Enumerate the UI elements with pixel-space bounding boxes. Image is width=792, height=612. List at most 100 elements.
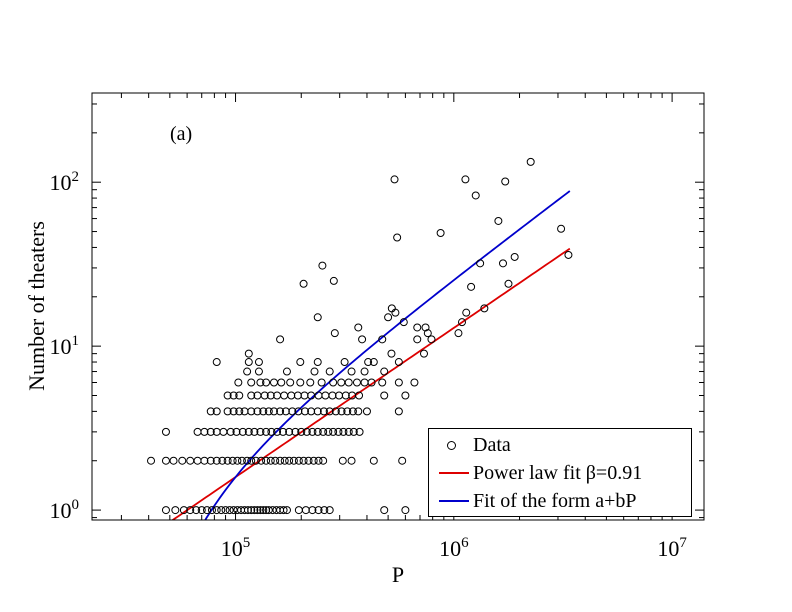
data-point <box>476 259 485 268</box>
data-point <box>193 427 202 436</box>
data-point <box>331 407 340 416</box>
data-point <box>504 279 513 288</box>
data-point <box>364 358 373 367</box>
data-point <box>378 378 387 387</box>
data-point <box>229 407 238 416</box>
data-point <box>178 456 187 465</box>
data-point <box>328 391 337 400</box>
data-point <box>276 456 285 465</box>
data-point <box>266 456 275 465</box>
data-point <box>394 378 403 387</box>
data-point <box>314 391 323 400</box>
data-point <box>360 367 369 376</box>
data-point <box>501 177 510 186</box>
data-point <box>279 427 288 436</box>
data-point <box>277 378 286 387</box>
ticks-layer: 105 106 107 100 101 102 <box>50 93 704 561</box>
data-point <box>317 378 326 387</box>
y-tick-label: 101 <box>50 333 80 359</box>
x-tick-label: 105 <box>221 535 251 561</box>
legend-label-data: Data <box>473 434 511 456</box>
data-point <box>147 456 156 465</box>
data-point <box>247 506 256 515</box>
data-point <box>454 329 463 338</box>
data-point <box>264 407 273 416</box>
x-axis-label: P <box>392 562 404 587</box>
data-point <box>186 456 195 465</box>
data-point <box>285 456 294 465</box>
data-point <box>235 407 244 416</box>
data-point <box>344 427 353 436</box>
data-point <box>461 175 470 184</box>
data-point <box>467 282 476 291</box>
data-point <box>325 506 334 515</box>
data-point <box>401 506 410 515</box>
data-point <box>557 224 566 233</box>
data-point <box>179 506 188 515</box>
data-point <box>299 456 308 465</box>
data-point <box>238 427 247 436</box>
data-point <box>287 391 296 400</box>
data-point <box>294 506 303 515</box>
data-point <box>207 506 216 515</box>
data-point <box>347 456 356 465</box>
linear-fit-line <box>204 190 571 520</box>
data-point <box>257 456 266 465</box>
data-point <box>358 335 367 344</box>
data-point <box>269 378 278 387</box>
panel-label: (a) <box>170 123 192 145</box>
legend-item-linear-fit: Fit of the form a+bP <box>429 489 691 513</box>
power-law-fit-line <box>171 247 571 520</box>
data-point <box>228 456 237 465</box>
data-point <box>286 378 295 387</box>
data-point <box>262 456 271 465</box>
data-point <box>321 391 330 400</box>
data-point <box>319 427 328 436</box>
y-tick-label: 102 <box>50 169 80 195</box>
data-point <box>387 304 396 313</box>
blue-line-marker-icon <box>437 489 469 513</box>
data-point <box>206 407 215 416</box>
data-point <box>244 358 253 367</box>
data-point <box>223 456 232 465</box>
data-point <box>462 308 471 317</box>
data-point <box>192 506 201 515</box>
data-point <box>218 456 227 465</box>
data-point <box>237 456 246 465</box>
data-point <box>161 427 170 436</box>
data-point <box>355 427 364 436</box>
data-point <box>300 391 309 400</box>
data-point <box>313 407 322 416</box>
data-point <box>421 323 430 332</box>
data-point <box>354 323 363 332</box>
data-point <box>262 378 271 387</box>
data-point <box>256 378 265 387</box>
data-point <box>304 456 313 465</box>
data-point <box>161 456 170 465</box>
data-point <box>243 367 252 376</box>
data-point <box>250 427 259 436</box>
data-point <box>202 506 211 515</box>
data-point <box>436 228 445 237</box>
data-point <box>219 427 228 436</box>
data-point <box>339 427 348 436</box>
data-point <box>329 276 338 285</box>
data-point <box>352 378 361 387</box>
data-point <box>221 506 230 515</box>
data-point <box>206 456 215 465</box>
data-point <box>243 456 252 465</box>
data-point <box>250 506 259 515</box>
data-point <box>319 407 328 416</box>
data-point <box>225 506 234 515</box>
data-point <box>244 427 253 436</box>
data-point <box>367 378 376 387</box>
fit-lines-layer <box>171 190 571 520</box>
data-point <box>349 427 358 436</box>
data-point <box>233 456 242 465</box>
data-point <box>269 407 278 416</box>
data-point <box>285 427 294 436</box>
data-point <box>510 252 519 261</box>
data-point <box>161 506 170 515</box>
data-point <box>276 407 285 416</box>
